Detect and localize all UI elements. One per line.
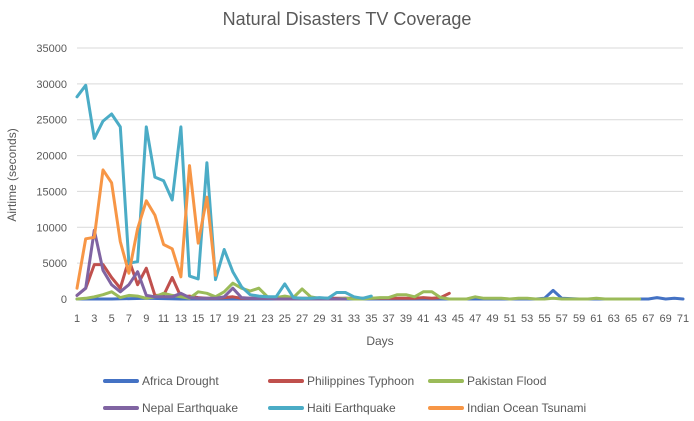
grid-lines: [77, 47, 683, 264]
legend-item: Philippines Typhoon: [268, 374, 414, 388]
x-tick-label: 7: [126, 313, 132, 325]
x-tick-label: 41: [417, 313, 429, 325]
x-tick-label: 33: [348, 313, 360, 325]
y-tick-label: 20000: [36, 151, 67, 163]
x-tick-label: 53: [521, 313, 533, 325]
y-tick-label: 5000: [43, 258, 67, 270]
x-tick-label: 49: [486, 313, 498, 325]
x-tick-label: 21: [244, 313, 256, 325]
legend-item: Nepal Earthquake: [103, 401, 238, 415]
x-tick-label: 27: [296, 313, 308, 325]
x-axis-ticks: 1 3 5 7 9 11 13 15 17 19 21 23 25 27 29 31 33 35 37 39 41 43 4…: [74, 313, 689, 325]
x-tick-label: 19: [227, 313, 239, 325]
y-axis-ticks: 0 5000 10000 15000 20000 25000 30000 35000: [36, 43, 67, 306]
legend: Africa Drought Philippines Typhoon Pakista…: [103, 374, 586, 415]
legend-item: Indian Ocean Tsunami: [428, 401, 586, 415]
x-tick-label: 45: [452, 313, 464, 325]
x-tick-label: 9: [143, 313, 149, 325]
x-tick-label: 17: [209, 313, 221, 325]
x-tick-label: 69: [660, 313, 672, 325]
x-tick-label: 55: [538, 313, 550, 325]
legend-label: Philippines Typhoon: [307, 374, 414, 388]
y-tick-label: 30000: [36, 79, 67, 91]
x-tick-label: 3: [91, 313, 97, 325]
y-tick-label: 0: [61, 294, 67, 306]
x-tick-label: 31: [331, 313, 343, 325]
y-axis-title: Airtime (seconds): [5, 128, 19, 221]
legend-label: Haiti Earthquake: [307, 401, 396, 415]
legend-label: Pakistan Flood: [467, 374, 546, 388]
y-tick-label: 15000: [36, 186, 67, 198]
x-tick-label: 15: [192, 313, 204, 325]
x-tick-label: 23: [261, 313, 273, 325]
legend-label: Nepal Earthquake: [142, 401, 238, 415]
x-tick-label: 29: [313, 313, 325, 325]
y-tick-label: 25000: [36, 115, 67, 127]
x-tick-label: 47: [469, 313, 481, 325]
x-tick-label: 59: [573, 313, 585, 325]
legend-item: Haiti Earthquake: [268, 401, 396, 415]
x-tick-label: 37: [383, 313, 395, 325]
series-line-indian-ocean-tsunami: [75, 164, 217, 290]
y-tick-label: 35000: [36, 43, 67, 55]
legend-item: Africa Drought: [103, 374, 219, 388]
x-axis-title: Days: [366, 334, 393, 348]
x-tick-label: 39: [400, 313, 412, 325]
x-tick-label: 57: [556, 313, 568, 325]
x-tick-label: 5: [109, 313, 115, 325]
x-tick-label: 13: [175, 313, 187, 325]
legend-label: Indian Ocean Tsunami: [467, 401, 586, 415]
x-tick-label: 11: [158, 313, 169, 325]
x-tick-label: 65: [625, 313, 637, 325]
x-tick-label: 71: [677, 313, 689, 325]
legend-label: Africa Drought: [142, 374, 219, 388]
series-lines: [75, 83, 685, 301]
legend-item: Pakistan Flood: [428, 374, 546, 388]
x-tick-label: 25: [279, 313, 291, 325]
x-tick-label: 1: [74, 313, 80, 325]
x-tick-label: 67: [642, 313, 654, 325]
series-line-haiti-earthquake: [75, 83, 373, 300]
x-tick-label: 35: [365, 313, 377, 325]
x-tick-label: 61: [590, 313, 602, 325]
chart-title: Natural Disasters TV Coverage: [223, 9, 472, 29]
x-tick-label: 51: [504, 313, 516, 325]
x-tick-label: 43: [434, 313, 446, 325]
y-tick-label: 10000: [36, 222, 67, 234]
x-tick-label: 63: [608, 313, 620, 325]
